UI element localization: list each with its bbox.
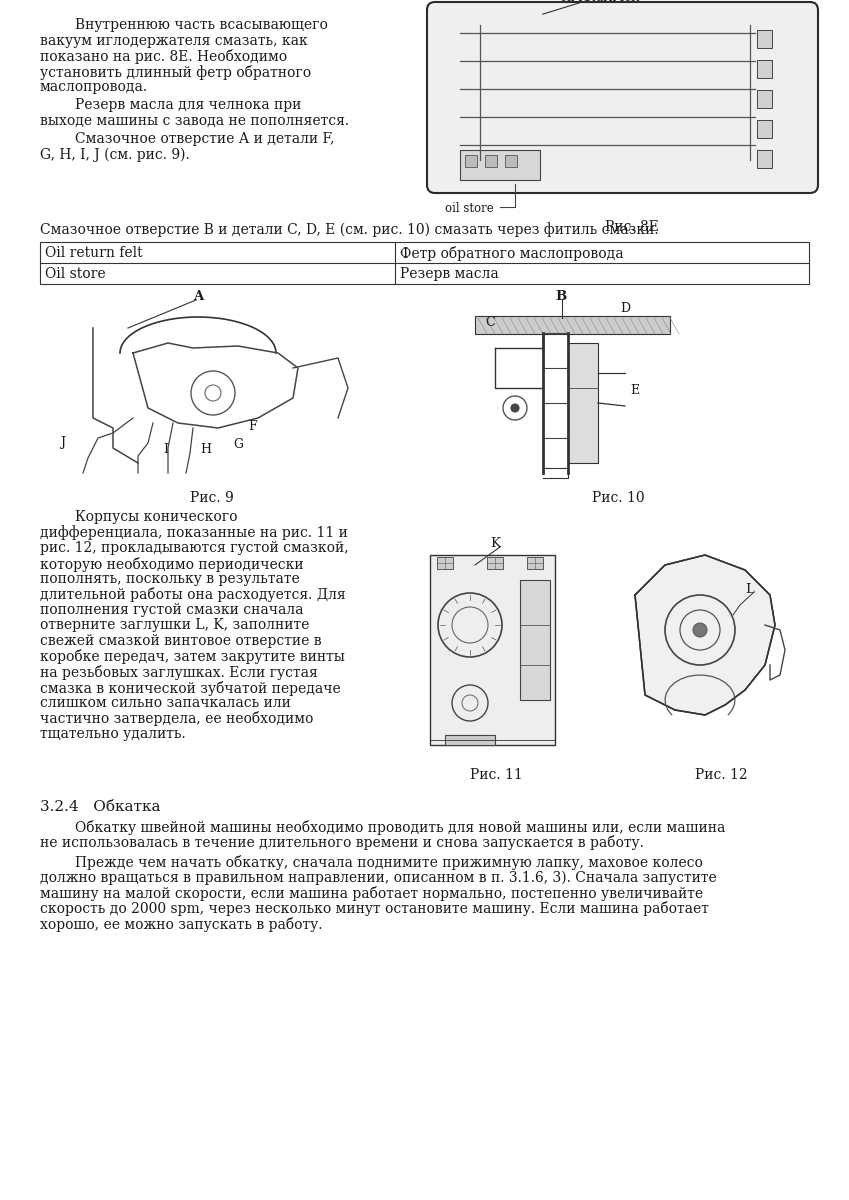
Text: Oil store: Oil store	[45, 266, 105, 281]
Bar	[757, 60, 772, 78]
Text: Фетр обратного маслопровода: Фетр обратного маслопровода	[400, 246, 624, 260]
Text: Резерв масла для челнока при: Резерв масла для челнока при	[40, 98, 301, 113]
Polygon shape	[635, 554, 775, 715]
Text: A: A	[193, 290, 203, 302]
Bar	[475, 316, 670, 334]
Text: Резерв масла: Резерв масла	[400, 266, 498, 281]
Text: пополнять, поскольку в результате: пополнять, поскольку в результате	[40, 572, 300, 586]
Text: смазка в конической зубчатой передаче: смазка в конической зубчатой передаче	[40, 680, 340, 696]
Bar	[757, 30, 772, 48]
Text: коробке передач, затем закрутите винты: коробке передач, затем закрутите винты	[40, 649, 345, 665]
Text: Рис. 10: Рис. 10	[592, 491, 644, 505]
Text: E: E	[630, 384, 639, 397]
Text: на резьбовых заглушках. Если густая: на резьбовых заглушках. Если густая	[40, 665, 318, 680]
Text: рис. 12, прокладываются густой смазкой,: рис. 12, прокладываются густой смазкой,	[40, 541, 349, 554]
Text: C: C	[485, 316, 495, 329]
Bar	[445, 734, 495, 745]
Text: которую необходимо периодически: которую необходимо периодически	[40, 557, 304, 571]
Text: Oil return felt: Oil return felt	[45, 246, 143, 260]
Bar	[757, 150, 772, 168]
Text: Обкатку швейной машины необходимо проводить для новой машины или, если машина: Обкатку швейной машины необходимо провод…	[40, 820, 725, 835]
Text: Смазочное отверстие B и детали C, D, E (см. рис. 10) смазать через фитиль смазки: Смазочное отверстие B и детали C, D, E (…	[40, 222, 659, 236]
Text: слишком сильно запачкалась или: слишком сильно запачкалась или	[40, 696, 291, 710]
Text: Корпусы конического: Корпусы конического	[40, 510, 238, 524]
Text: oil return felt: oil return felt	[560, 0, 639, 4]
Text: oil store: oil store	[445, 202, 494, 215]
Text: тщательно удалить.: тщательно удалить.	[40, 727, 186, 740]
FancyBboxPatch shape	[427, 2, 818, 193]
Text: пополнения густой смазки сначала: пополнения густой смазки сначала	[40, 602, 303, 617]
Text: 3.2.4   Обкатка: 3.2.4 Обкатка	[40, 800, 160, 814]
Bar	[520, 580, 550, 700]
Text: J: J	[60, 436, 65, 449]
Text: H: H	[200, 443, 211, 456]
Text: установить длинный фетр обратного: установить длинный фетр обратного	[40, 65, 311, 79]
Text: D: D	[620, 302, 630, 314]
Text: F: F	[248, 420, 256, 433]
Text: показано на рис. 8E. Необходимо: показано на рис. 8E. Необходимо	[40, 49, 287, 64]
Text: B: B	[555, 290, 566, 302]
Text: выходе машины с завода не пополняется.: выходе машины с завода не пополняется.	[40, 114, 349, 128]
Text: L: L	[745, 583, 754, 596]
Text: хорошо, ее можно запускать в работу.: хорошо, ее можно запускать в работу.	[40, 917, 323, 932]
Text: не использовалась в течение длительного времени и снова запускается в работу.: не использовалась в течение длительного …	[40, 835, 644, 851]
Text: машину на малой скорости, если машина работает нормально, постепенно увеличивайт: машину на малой скорости, если машина ра…	[40, 886, 703, 901]
Text: G, H, I, J (см. рис. 9).: G, H, I, J (см. рис. 9).	[40, 148, 189, 162]
Text: вакуум иглодержателя смазать, как: вакуум иглодержателя смазать, как	[40, 34, 307, 48]
Text: I: I	[163, 443, 168, 456]
Text: Смазочное отверстие А и детали F,: Смазочное отверстие А и детали F,	[40, 132, 335, 146]
Bar	[485, 155, 497, 167]
Text: Прежде чем начать обкатку, сначала поднимите прижимную лапку, маховое колесо: Прежде чем начать обкатку, сначала подни…	[40, 854, 703, 870]
Bar	[757, 90, 772, 108]
Bar	[40, 242, 809, 284]
Text: отверните заглушки L, K, заполните: отверните заглушки L, K, заполните	[40, 618, 309, 632]
Text: свежей смазкой винтовое отверстие в: свежей смазкой винтовое отверстие в	[40, 634, 322, 648]
Text: G: G	[233, 438, 243, 451]
Circle shape	[693, 623, 707, 637]
Bar	[430, 554, 555, 745]
Text: Рис. 11: Рис. 11	[470, 768, 523, 782]
Bar	[465, 155, 477, 167]
Text: частично затвердела, ее необходимо: частично затвердела, ее необходимо	[40, 712, 313, 726]
Bar	[437, 557, 453, 569]
Bar	[568, 343, 598, 463]
Text: Рис. 12: Рис. 12	[695, 768, 748, 782]
Text: Внутреннюю часть всасывающего: Внутреннюю часть всасывающего	[40, 18, 328, 32]
Bar	[527, 557, 543, 569]
Circle shape	[511, 404, 519, 412]
Bar	[757, 120, 772, 138]
Bar	[487, 557, 503, 569]
Text: скорость до 2000 spm, через несколько минут остановите машину. Если машина работ: скорость до 2000 spm, через несколько ми…	[40, 901, 709, 917]
Bar	[505, 155, 517, 167]
Text: дифференциала, показанные на рис. 11 и: дифференциала, показанные на рис. 11 и	[40, 526, 348, 540]
Text: Рис. 9: Рис. 9	[190, 491, 233, 505]
Text: длительной работы она расходуется. Для: длительной работы она расходуется. Для	[40, 588, 346, 602]
Text: маслопровода.: маслопровода.	[40, 80, 148, 94]
Text: K: K	[490, 538, 500, 550]
Text: Рис. 8E: Рис. 8E	[605, 220, 659, 234]
Text: должно вращаться в правильном направлении, описанном в п. 3.1.6, 3). Сначала зап: должно вращаться в правильном направлени…	[40, 870, 717, 884]
Bar	[460, 150, 540, 180]
